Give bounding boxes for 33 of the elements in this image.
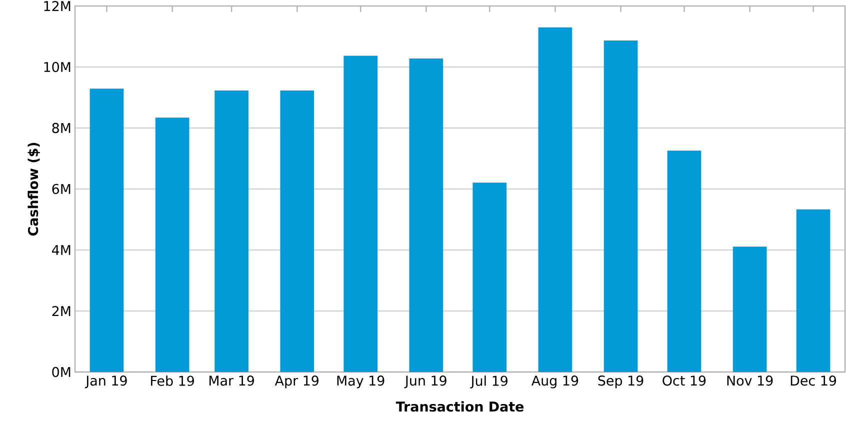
x-tick-label: Apr 19 (274, 376, 318, 388)
bar (90, 88, 124, 372)
bar (796, 209, 830, 372)
y-tick-label: 0M (52, 366, 70, 378)
x-tick-label: Aug 19 (531, 376, 578, 388)
y-tick-label: 2M (52, 306, 70, 316)
bar (155, 118, 190, 372)
x-tick-label: Sep 19 (598, 376, 644, 388)
bar (472, 182, 507, 372)
y-tick-label: 4M (52, 245, 70, 255)
x-tick-label: Jul 19 (470, 376, 508, 388)
bar (604, 40, 638, 372)
y-tick-label: 6M (52, 184, 70, 194)
y-tick-label: 12M (44, 1, 70, 11)
x-tick-label: Mar 19 (209, 376, 254, 386)
x-tick-label: Jan 19 (84, 376, 127, 388)
y-axis-title: Cashflow ($) (28, 142, 40, 236)
bar (732, 246, 767, 372)
bar (214, 90, 248, 372)
x-tick-label: Oct 19 (662, 376, 706, 386)
x-tick-label: Jun 19 (404, 376, 446, 388)
x-tick-label: May 19 (337, 376, 384, 388)
bar (538, 27, 572, 372)
bar (344, 56, 378, 372)
y-tick-label: 8M (52, 122, 70, 134)
y-tick-label: 10M (44, 62, 70, 72)
x-tick-label: Feb 19 (151, 376, 194, 386)
bar (409, 58, 444, 372)
x-tick-label: Nov 19 (727, 376, 773, 386)
x-axis-title: Transaction Date (396, 401, 524, 412)
x-tick-label: Dec 19 (790, 376, 836, 386)
bar (280, 90, 314, 372)
bar (667, 150, 702, 372)
